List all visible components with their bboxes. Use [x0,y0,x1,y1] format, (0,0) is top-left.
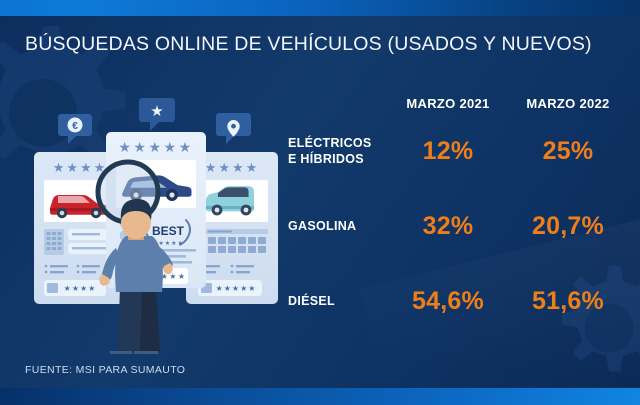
value-gasolina-marzo-2022: 20,7% [532,212,604,240]
table-header-row: MARZO 2021 MARZO 2022 [288,92,628,114]
row-label-electricos-hibridos: ELÉCTRICOS E HÍBRIDOS [288,136,388,167]
svg-text:★: ★ [150,103,163,120]
price-bubble-shape: € [58,114,92,144]
person-illustration [99,198,173,354]
value-gasolina-marzo-2021: 32% [422,212,474,240]
table-header-marzo-2022: MARZO 2022 [526,95,610,111]
svg-text:★★★★★: ★★★★★ [118,139,193,155]
row-label-line2: E HÍBRIDOS [288,151,364,166]
svg-text:★★★★★: ★★★★★ [216,284,257,293]
svg-text:BEST: BEST [152,224,185,238]
comparison-table: MARZO 2021 MARZO 2022 ELÉCTRICOS E HÍBRI… [288,92,628,339]
svg-text:€: € [72,121,78,132]
rating-bubble-shape: ★ [139,98,175,131]
svg-text:★★★★: ★★★★ [205,160,260,175]
car-search-illustration: € ★ ★★★★ [22,96,290,354]
table-row: DIÉSEL 54,6% 51,6% [288,264,628,339]
table-row: GASOLINA 32% 20,7% [288,189,628,264]
gear-decoration-bottom-right [534,253,640,403]
location-bubble-shape [216,113,251,144]
table-row: ELÉCTRICOS E HÍBRIDOS 12% 25% [288,114,628,189]
table-header-marzo-2021: MARZO 2021 [406,95,490,111]
svg-text:★★★★★: ★★★★★ [152,240,184,247]
svg-text:★★★★★: ★★★★★ [144,272,187,281]
svg-text:★★★★: ★★★★ [53,160,108,175]
listing-card-right: ★★★★ [186,152,278,304]
row-label-diesel: DIÉSEL [288,293,335,308]
value-diesel-marzo-2022: 51,6% [532,287,604,315]
red-car-thumbnail [50,195,111,219]
value-diesel-marzo-2021: 54,6% [412,287,484,315]
blue-car-thumbnail [206,186,254,216]
row-label-gasolina: GASOLINA [288,218,357,233]
svg-text:★★★★: ★★★★ [64,284,97,293]
row-label-line1: ELÉCTRICOS [288,135,372,150]
value-electricos-marzo-2022: 25% [542,137,594,165]
source-credit: FUENTE: MSI PARA SUMAUTO [25,364,186,376]
listing-card-left: ★★★★ [34,152,126,304]
value-electricos-marzo-2021: 12% [422,137,474,165]
top-accent-bar [0,0,640,16]
bottom-accent-bar [0,388,640,405]
page-title: BÚSQUEDAS ONLINE DE VEHÍCULOS (USADOS Y … [25,33,592,55]
